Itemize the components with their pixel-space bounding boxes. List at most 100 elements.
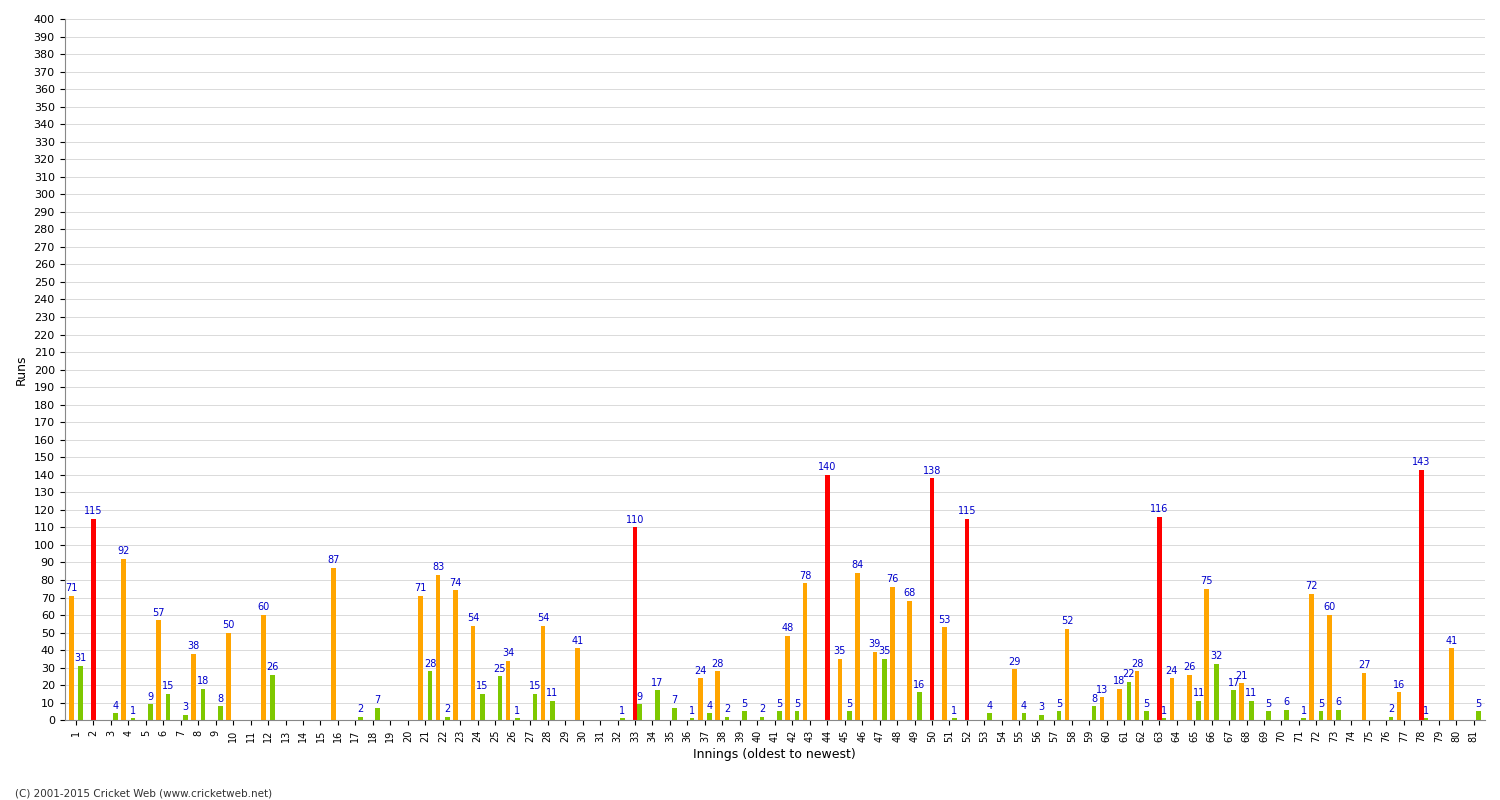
Bar: [620, 718, 624, 720]
Bar: [1232, 690, 1236, 720]
Bar: [506, 661, 510, 720]
Bar: [1204, 589, 1209, 720]
Text: 2: 2: [1388, 704, 1394, 714]
Bar: [672, 708, 676, 720]
Bar: [716, 671, 720, 720]
Text: 5: 5: [1474, 699, 1482, 709]
Bar: [1328, 615, 1332, 720]
Text: 115: 115: [84, 506, 102, 516]
Text: 41: 41: [1446, 636, 1458, 646]
Text: 17: 17: [1227, 678, 1240, 688]
Text: 24: 24: [1166, 666, 1178, 675]
Bar: [847, 711, 852, 720]
Text: 11: 11: [546, 688, 558, 698]
Text: 4: 4: [1022, 701, 1028, 710]
Bar: [942, 627, 946, 720]
Bar: [742, 711, 747, 720]
Bar: [1144, 711, 1149, 720]
Text: 54: 54: [466, 613, 478, 623]
Bar: [156, 620, 160, 720]
Bar: [759, 717, 765, 720]
Bar: [540, 626, 546, 720]
Text: 15: 15: [162, 682, 174, 691]
Text: 16: 16: [1394, 679, 1406, 690]
Text: 7: 7: [375, 695, 381, 706]
Text: (C) 2001-2015 Cricket Web (www.cricketweb.net): (C) 2001-2015 Cricket Web (www.cricketwe…: [15, 788, 272, 798]
Bar: [1362, 673, 1366, 720]
Bar: [1266, 711, 1270, 720]
Bar: [446, 717, 450, 720]
Bar: [514, 718, 520, 720]
Bar: [1284, 710, 1288, 720]
Bar: [1134, 671, 1140, 720]
Bar: [656, 690, 660, 720]
Text: 11: 11: [1192, 688, 1204, 698]
Text: 50: 50: [222, 620, 234, 630]
Bar: [576, 648, 580, 720]
Text: 2: 2: [444, 704, 450, 714]
Bar: [453, 590, 458, 720]
Text: 18: 18: [196, 676, 208, 686]
Text: 3: 3: [183, 702, 189, 712]
Text: 8: 8: [1090, 694, 1096, 703]
Text: 8: 8: [217, 694, 223, 703]
Text: 9: 9: [636, 692, 644, 702]
Text: 6: 6: [1282, 697, 1288, 707]
Bar: [1310, 594, 1314, 720]
Bar: [1197, 701, 1202, 720]
Bar: [550, 701, 555, 720]
Text: 24: 24: [694, 666, 706, 675]
Text: 1: 1: [1300, 706, 1306, 716]
Bar: [706, 714, 712, 720]
Bar: [1449, 648, 1454, 720]
Bar: [1419, 470, 1424, 720]
Text: 32: 32: [1210, 651, 1222, 662]
Bar: [908, 601, 912, 720]
Bar: [784, 636, 790, 720]
Bar: [952, 718, 957, 720]
Text: 84: 84: [852, 560, 864, 570]
Text: 72: 72: [1305, 582, 1318, 591]
Bar: [498, 676, 502, 720]
Bar: [270, 674, 274, 720]
Bar: [873, 652, 877, 720]
Bar: [690, 718, 694, 720]
Text: 5: 5: [1056, 699, 1062, 709]
Text: 35: 35: [878, 646, 891, 656]
Text: 15: 15: [528, 682, 542, 691]
Text: 53: 53: [939, 614, 951, 625]
Text: 76: 76: [886, 574, 898, 584]
Text: 52: 52: [1060, 617, 1074, 626]
Text: 60: 60: [1323, 602, 1335, 613]
Bar: [930, 478, 934, 720]
Bar: [1092, 706, 1096, 720]
Text: 5: 5: [1318, 699, 1324, 709]
Bar: [1424, 718, 1428, 720]
Text: 1: 1: [1424, 706, 1430, 716]
Bar: [638, 705, 642, 720]
Bar: [1156, 517, 1161, 720]
Bar: [1318, 711, 1323, 720]
Text: 48: 48: [782, 623, 794, 634]
Text: 4: 4: [706, 701, 712, 710]
Bar: [724, 717, 729, 720]
Bar: [375, 708, 380, 720]
Text: 5: 5: [846, 699, 852, 709]
Text: 68: 68: [903, 588, 916, 598]
Text: 5: 5: [1143, 699, 1149, 709]
Bar: [837, 659, 843, 720]
Text: 35: 35: [834, 646, 846, 656]
Text: 22: 22: [1122, 669, 1136, 679]
Text: 25: 25: [494, 664, 506, 674]
Text: 17: 17: [651, 678, 663, 688]
Bar: [217, 706, 222, 720]
Bar: [1336, 710, 1341, 720]
Text: 54: 54: [537, 613, 549, 623]
Bar: [1013, 670, 1017, 720]
Bar: [190, 654, 196, 720]
Bar: [358, 717, 363, 720]
Text: 5: 5: [777, 699, 783, 709]
Text: 2: 2: [724, 704, 730, 714]
Bar: [148, 705, 153, 720]
Bar: [183, 715, 188, 720]
